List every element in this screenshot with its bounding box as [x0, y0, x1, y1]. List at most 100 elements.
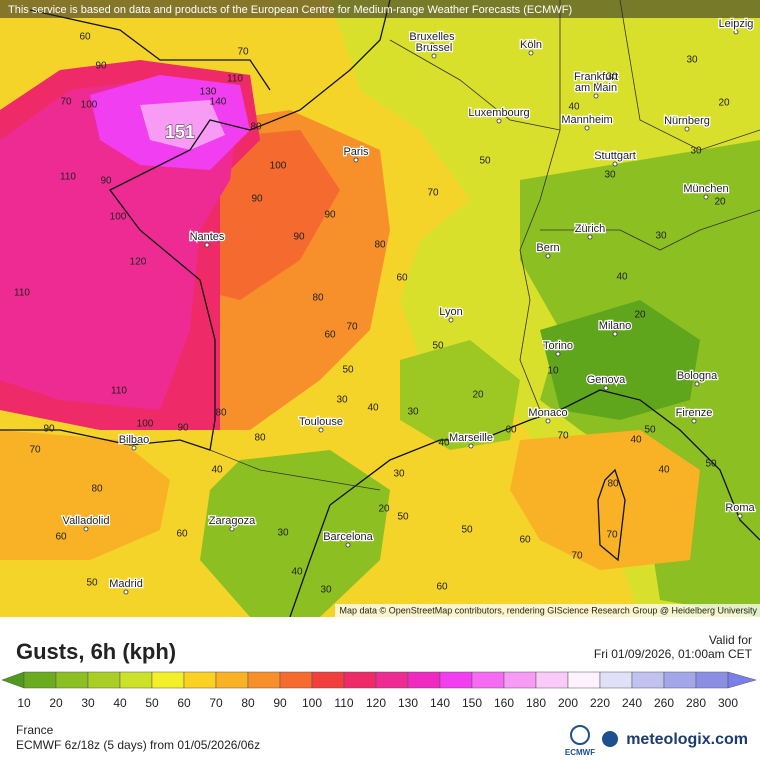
contour-label: 110 [60, 172, 76, 183]
corsica [597, 468, 626, 562]
colorbar-segment [311, 671, 345, 689]
contour-label: 60 [324, 330, 336, 341]
city-label: Marseille [449, 432, 493, 444]
colorbar-tick-label: 80 [241, 696, 255, 710]
city-dot [555, 351, 561, 357]
contour-label: 40 [367, 403, 379, 414]
contour-label: 120 [130, 257, 147, 268]
contour-label: 90 [324, 210, 336, 221]
contour-label: 90 [293, 232, 305, 243]
contour-label: 30 [320, 585, 332, 596]
coast-spain-east [289, 504, 331, 617]
colorbar-arrow [1, 671, 25, 689]
contour-label: 80 [215, 408, 227, 419]
contour-label: 70 [237, 47, 249, 58]
contour-label: 80 [250, 122, 262, 133]
contour-label: 100 [270, 161, 287, 172]
notice-bar [0, 0, 760, 18]
city-label: Bologna [677, 370, 718, 382]
colorbar-tick-label: 260 [654, 696, 674, 710]
city-dot [353, 157, 359, 163]
ecmwf-logo: ECMWF [565, 748, 595, 757]
contour-label: 60 [396, 273, 408, 284]
contour-label: 130 [200, 87, 217, 98]
city-label: Paris [343, 146, 369, 158]
brand: meteologix.com [626, 731, 748, 748]
contour-label: 70 [29, 445, 41, 456]
contour-label: 90 [95, 61, 107, 72]
contour-label: 50 [342, 365, 354, 376]
city-label: Monaco [528, 407, 567, 419]
city-dot [123, 589, 129, 595]
contour-label: 50 [479, 156, 491, 167]
colorbar-tick-label: 50 [145, 696, 159, 710]
city-dot [468, 443, 474, 449]
city-dot [603, 385, 609, 391]
colorbar-tick-label: 220 [590, 696, 610, 710]
contour-label: 40 [568, 102, 580, 113]
contour-label: 70 [557, 431, 569, 442]
contour-label: 80 [374, 240, 386, 251]
city-dot [691, 418, 697, 424]
colorbar-tick-label: 300 [718, 696, 738, 710]
colorbar-tick-label: 10 [17, 696, 31, 710]
valid-label: Valid for [709, 633, 752, 647]
contour-label: 10 [547, 366, 559, 377]
contour-label: 90 [251, 194, 263, 205]
contour-label: 140 [210, 97, 227, 108]
city-label: Roma [725, 502, 755, 514]
city-dot [703, 194, 709, 200]
colorbar-tick-label: 200 [558, 696, 578, 710]
contour-label: 60 [505, 425, 517, 436]
city-label: Firenze [676, 407, 713, 419]
colorbar-segment [663, 671, 697, 689]
city-dot [528, 50, 534, 56]
colorbar-segment [599, 671, 633, 689]
city-label: Nantes [190, 231, 225, 243]
colorbar-segment [343, 671, 377, 689]
colorbar-tick-label: 90 [273, 696, 287, 710]
colorbar-tick-label: 180 [526, 696, 546, 710]
city-label: Bruxelles [409, 31, 455, 43]
colorbar-segment [407, 671, 441, 689]
colorbar-segment [439, 671, 473, 689]
city-dot [229, 526, 235, 532]
peak-label: 151 [165, 122, 195, 142]
colorbar-segment [55, 671, 89, 689]
contour-label: 60 [55, 532, 67, 543]
colorbar-segment [151, 671, 185, 689]
attribution-bg [335, 604, 760, 617]
contour-label: 60 [176, 529, 188, 540]
border-france-east [389, 39, 561, 411]
city-dot [584, 125, 590, 131]
city-dot [345, 542, 351, 548]
contour-label: 70 [571, 551, 583, 562]
colorbar-segment [695, 671, 729, 689]
border-germany [559, 0, 760, 151]
region-spain-green [200, 450, 390, 617]
city-dot [545, 418, 551, 424]
model-run: ECMWF 6z/18z (5 days) from 01/05/2026/06… [16, 738, 260, 752]
contour-label: 20 [634, 310, 646, 321]
valid-time: Fri 01/09/2026, 01:00am CET [594, 647, 753, 661]
panel-title: Gusts, 6h (kph) [16, 639, 176, 664]
contour-label: 30 [407, 407, 419, 418]
colorbar-tick-label: 70 [209, 696, 223, 710]
colorbar-tick-label: 120 [366, 696, 386, 710]
city-label: Barcelona [323, 531, 373, 543]
city-label: Luxembourg [468, 107, 529, 119]
brand-icon [602, 731, 618, 747]
colorbar-tick-label: 130 [398, 696, 418, 710]
coast-france-spain [0, 109, 301, 451]
city-label: Bilbao [119, 434, 150, 446]
colorbar-segment [247, 671, 281, 689]
city-dot [612, 161, 618, 167]
city-label: Bern [536, 242, 559, 254]
city-label: Köln [520, 39, 542, 51]
city-label: Lyon [439, 306, 462, 318]
city-label: Nürnberg [664, 115, 710, 127]
contour-label: 30 [606, 72, 618, 83]
colorbar-tick-label: 280 [686, 696, 706, 710]
contour-label: 110 [14, 288, 30, 299]
